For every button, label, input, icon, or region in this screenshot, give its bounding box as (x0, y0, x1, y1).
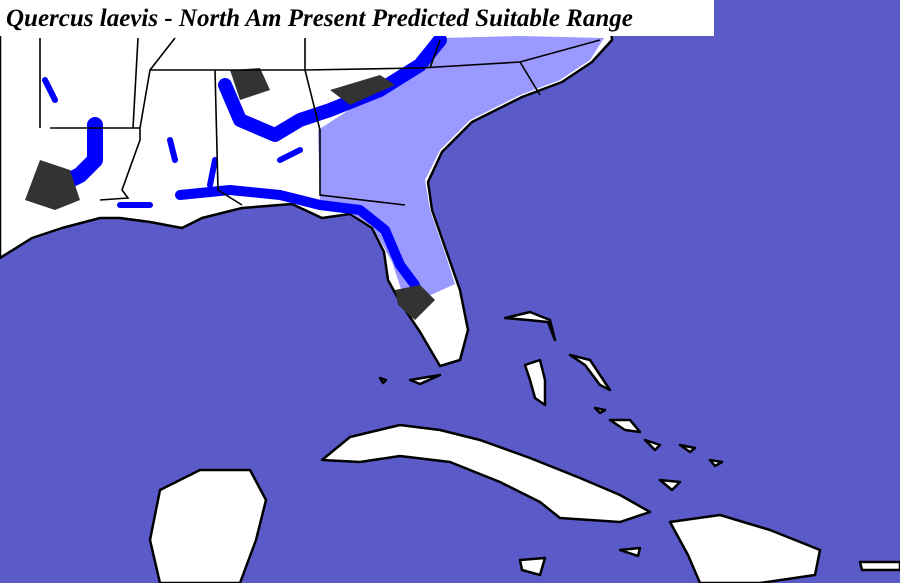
cuba (320, 423, 652, 524)
title-box (0, 0, 714, 36)
yucatan (148, 468, 268, 583)
map-title: Quercus laevis - North Am Present Predic… (6, 5, 633, 32)
range-dark (42, 77, 303, 208)
range-dark (175, 185, 420, 290)
state-border (39, 37, 601, 206)
hispaniola (668, 513, 822, 583)
islands (148, 310, 900, 583)
range-dark (218, 33, 447, 142)
